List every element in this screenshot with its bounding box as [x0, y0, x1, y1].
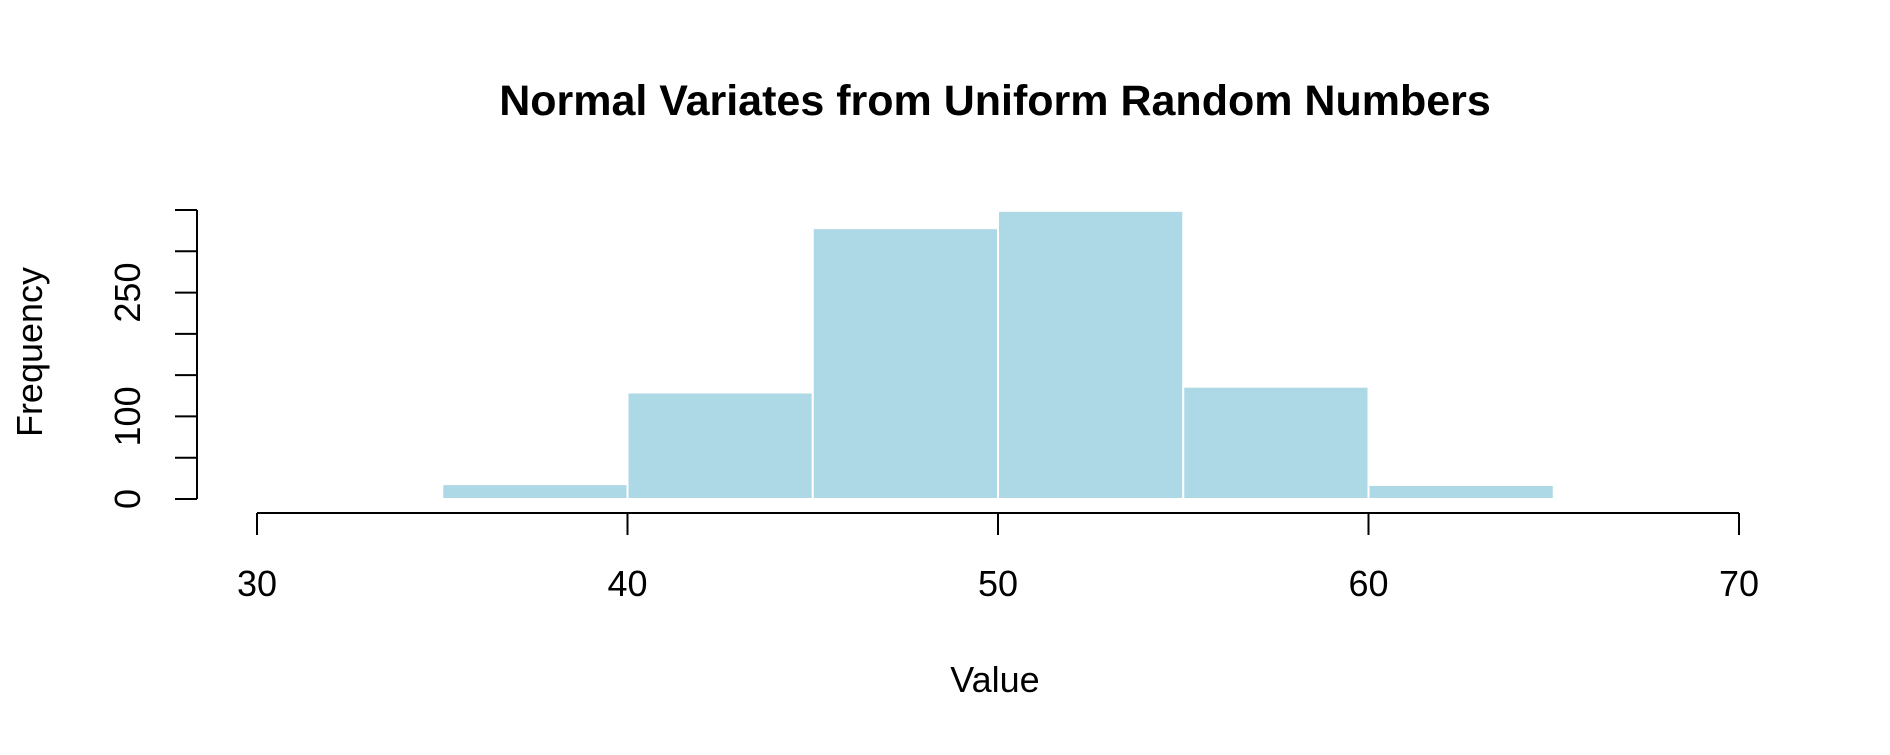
y-axis: 0 100 250	[107, 209, 198, 509]
x-tick-label: 70	[1719, 563, 1759, 604]
histogram-bar	[811, 227, 999, 500]
x-tick-label: 60	[1348, 563, 1388, 604]
histogram-bar	[1182, 385, 1370, 500]
y-tick-label: 250	[107, 263, 148, 323]
histogram-bar	[1367, 483, 1555, 501]
y-tick-label: 100	[107, 386, 148, 446]
chart-title: Normal Variates from Uniform Random Numb…	[499, 77, 1491, 125]
x-axis: 30 40 50 60 70	[237, 512, 1759, 604]
histogram-bar	[997, 209, 1185, 500]
y-tick-label: 0	[107, 489, 148, 509]
bars-group	[441, 209, 1555, 501]
y-axis-label: Frequency	[9, 267, 50, 437]
x-tick-label: 30	[237, 563, 277, 604]
histogram-bar	[441, 483, 629, 501]
x-tick-label: 40	[607, 563, 647, 604]
x-tick-label: 50	[978, 563, 1018, 604]
x-axis-label: Value	[950, 659, 1039, 700]
histogram-bar	[626, 391, 814, 500]
